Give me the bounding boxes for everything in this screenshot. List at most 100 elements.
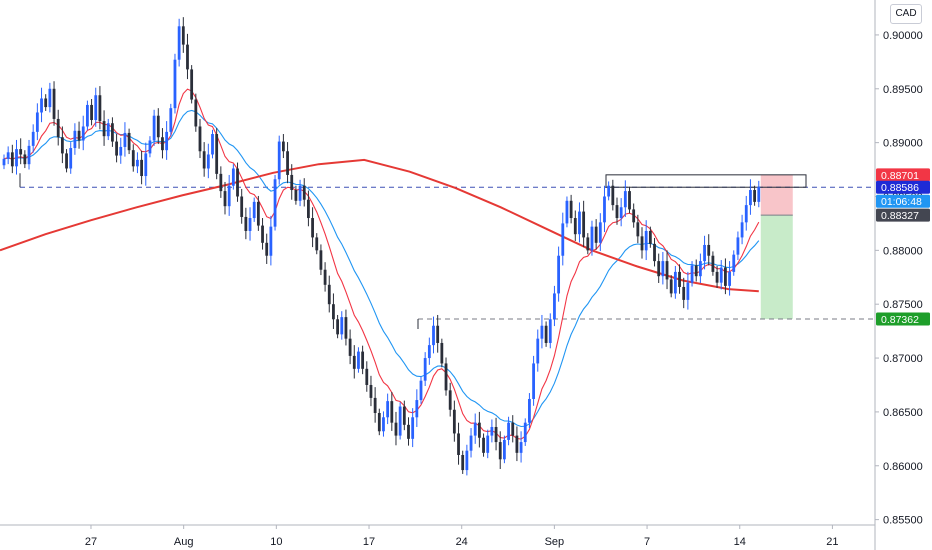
candle [165, 121, 169, 160]
candle-body [86, 104, 89, 127]
candle-body [661, 261, 665, 277]
candle [369, 375, 373, 407]
candle [682, 277, 686, 309]
candle-body [69, 148, 73, 169]
y-tick-label: 0.89500 [883, 84, 923, 96]
candle-body [507, 422, 510, 440]
price-tag-label: 0.88701 [881, 170, 919, 182]
currency-button[interactable]: CAD [890, 4, 922, 24]
candle [482, 433, 485, 457]
candle [565, 196, 569, 228]
candle-body [578, 211, 581, 235]
candle-body [231, 168, 235, 186]
candle-body [653, 243, 656, 262]
candle [598, 213, 602, 252]
price-tag-last: 0.88327 [876, 208, 930, 222]
candle-body [503, 439, 506, 460]
candle [65, 149, 68, 173]
candle [98, 86, 102, 130]
candle-body [586, 237, 590, 251]
candle-body [540, 325, 544, 339]
candle [19, 138, 23, 165]
candle-body [19, 149, 23, 155]
candle [223, 181, 227, 215]
candle-body [198, 126, 202, 152]
candle [719, 260, 723, 290]
candle [302, 178, 306, 207]
candle [77, 121, 81, 149]
candle-body [590, 226, 594, 251]
candle [23, 150, 27, 169]
candle-body [728, 271, 731, 286]
candle [311, 207, 314, 248]
candle-body [415, 400, 419, 418]
candle-body [465, 450, 469, 471]
candle-body [548, 319, 552, 343]
candle [498, 431, 502, 469]
candle-body [486, 435, 490, 453]
candle-body [390, 401, 394, 423]
candle [753, 185, 756, 206]
candle [486, 429, 490, 459]
candle-body [594, 226, 598, 243]
candle [6, 146, 10, 165]
price-tag-label: 01:06:48 [881, 196, 922, 208]
y-tick-label: 0.87000 [883, 353, 923, 365]
candle [590, 220, 594, 256]
candle-body [423, 358, 427, 381]
candle [136, 152, 139, 174]
candle-body [477, 422, 481, 438]
candle [294, 185, 298, 205]
time-axis[interactable]: 27 Aug 10 17 24 Sep 7 14 21 [85, 525, 839, 548]
candle [348, 329, 352, 365]
candle-body [694, 265, 698, 277]
candle [390, 391, 394, 431]
candle [231, 164, 235, 190]
price-tag-countdown: 01:06:48 [876, 194, 930, 208]
candle [102, 110, 106, 146]
candle-body [23, 154, 27, 165]
candle [578, 202, 581, 243]
candle-body [10, 152, 14, 167]
candle [644, 220, 648, 261]
candle-body [194, 99, 198, 127]
candle [490, 419, 494, 443]
candle [290, 164, 294, 200]
candle-body [156, 115, 160, 138]
candle [461, 450, 465, 474]
candle [515, 426, 519, 462]
candle [678, 264, 681, 294]
candle [140, 150, 144, 185]
candle-body [307, 199, 310, 219]
candle [573, 210, 577, 241]
candle-body [27, 145, 31, 165]
price-axis[interactable]: 0.85500 0.86000 0.86500 0.87000 0.87500 0.880… [875, 30, 923, 527]
candle-body [352, 355, 356, 369]
candle [436, 314, 440, 353]
candle [494, 417, 498, 451]
candle [377, 408, 381, 436]
candle [569, 194, 573, 224]
candle-body [77, 130, 81, 141]
candle-body [690, 265, 694, 283]
candle-body [60, 137, 64, 154]
candle-body [736, 237, 740, 255]
price-tag-bg [876, 168, 930, 182]
candle [35, 103, 39, 141]
candle [169, 103, 173, 136]
candle [507, 416, 510, 446]
candle [640, 227, 644, 259]
candle-body [448, 390, 452, 410]
candle [131, 144, 135, 172]
candles-layer [2, 17, 761, 476]
candle-body [607, 185, 611, 197]
candle-body [248, 218, 252, 231]
candle-body [323, 269, 327, 285]
candle-body [244, 216, 248, 231]
candle-body [482, 437, 485, 453]
candle-body [365, 368, 369, 385]
price-tag-label: 0.88586 [881, 182, 919, 194]
candle-body [394, 422, 398, 436]
candle-body [377, 412, 381, 432]
